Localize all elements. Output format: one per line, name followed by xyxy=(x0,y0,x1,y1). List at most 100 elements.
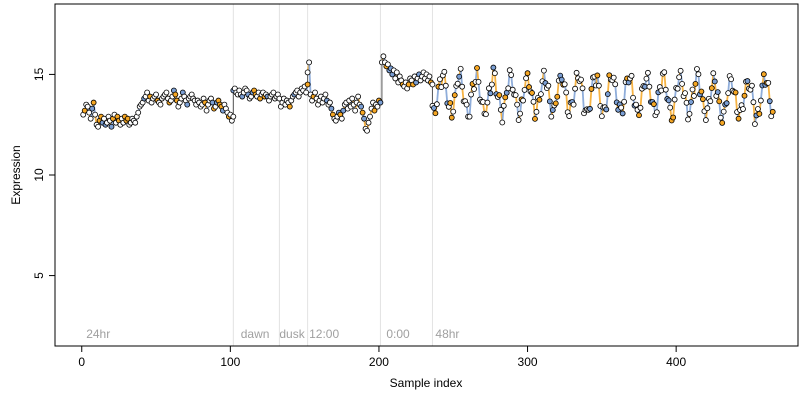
data-point xyxy=(488,91,493,96)
data-point xyxy=(549,114,554,119)
data-point xyxy=(721,109,726,114)
series-line-segment xyxy=(657,92,658,112)
data-point xyxy=(368,114,373,119)
data-point xyxy=(634,102,639,107)
data-point xyxy=(580,86,585,91)
phase-annotation-label: 0:00 xyxy=(386,327,410,341)
data-point xyxy=(489,82,494,87)
data-point xyxy=(694,66,699,71)
data-point xyxy=(671,115,676,120)
data-point xyxy=(745,79,750,84)
data-point xyxy=(287,104,292,109)
y-tick-label: 5 xyxy=(32,272,46,279)
x-tick-label: 300 xyxy=(518,355,538,369)
data-point xyxy=(457,74,462,79)
data-point xyxy=(562,82,567,87)
data-point xyxy=(553,101,558,106)
data-point xyxy=(686,117,691,122)
data-point xyxy=(636,113,641,118)
data-point xyxy=(91,100,96,105)
data-points xyxy=(81,54,776,133)
data-point xyxy=(492,71,497,76)
data-point xyxy=(381,54,386,59)
data-point xyxy=(645,70,650,75)
data-point xyxy=(613,82,618,87)
data-point xyxy=(442,69,447,74)
data-point xyxy=(720,120,725,125)
data-point xyxy=(231,114,236,119)
data-point xyxy=(90,106,95,111)
data-point xyxy=(755,107,760,112)
data-point xyxy=(579,77,584,82)
data-point xyxy=(559,77,564,82)
data-point xyxy=(672,97,677,102)
data-point xyxy=(538,92,543,97)
data-point xyxy=(766,80,771,85)
data-point xyxy=(767,99,772,104)
data-point xyxy=(749,83,754,88)
data-point xyxy=(185,102,190,107)
data-point xyxy=(761,72,766,77)
data-point xyxy=(516,118,521,123)
data-point xyxy=(629,73,634,78)
data-point xyxy=(362,116,367,121)
data-point xyxy=(555,94,560,99)
data-point xyxy=(531,99,536,104)
y-tick-label: 10 xyxy=(32,168,46,182)
data-point xyxy=(313,90,318,95)
data-point xyxy=(647,84,652,89)
data-point xyxy=(323,92,328,97)
data-point xyxy=(599,114,604,119)
data-point xyxy=(757,111,762,116)
data-point xyxy=(620,111,625,116)
data-point xyxy=(427,74,432,79)
data-point xyxy=(164,90,169,95)
data-point xyxy=(464,102,469,107)
data-point xyxy=(469,92,474,97)
data-point xyxy=(434,102,439,107)
data-point xyxy=(154,92,159,97)
phase-annotation-label: dusk xyxy=(279,327,305,341)
data-point xyxy=(96,124,101,129)
data-point xyxy=(204,108,209,113)
data-point xyxy=(133,120,138,125)
data-point xyxy=(712,79,717,84)
data-point xyxy=(510,87,515,92)
data-point xyxy=(327,100,332,105)
data-point xyxy=(475,65,480,70)
data-point xyxy=(532,116,537,121)
data-point xyxy=(483,112,488,117)
data-point xyxy=(680,81,685,86)
data-point xyxy=(638,105,643,110)
data-point xyxy=(443,83,448,88)
data-point xyxy=(430,82,435,87)
data-point xyxy=(525,71,530,76)
data-point xyxy=(687,111,692,116)
data-point xyxy=(305,82,310,87)
data-point xyxy=(703,118,708,123)
data-point xyxy=(547,99,552,104)
phase-annotation-label: 24hr xyxy=(86,327,110,341)
data-point xyxy=(497,93,502,98)
data-point xyxy=(605,92,610,97)
data-point xyxy=(736,116,741,121)
data-point xyxy=(356,94,361,99)
data-point xyxy=(733,90,738,95)
data-point xyxy=(359,104,364,109)
data-point xyxy=(654,110,659,115)
data-point xyxy=(476,79,481,84)
data-point xyxy=(472,87,477,92)
data-point xyxy=(509,73,514,78)
x-tick-label: 400 xyxy=(666,355,686,369)
data-point xyxy=(711,71,716,76)
y-tick-label: 15 xyxy=(32,67,46,81)
data-point xyxy=(751,100,756,105)
data-point xyxy=(611,75,616,80)
series-line-segment xyxy=(736,93,737,113)
data-point xyxy=(378,100,383,105)
data-point xyxy=(715,90,720,95)
data-point xyxy=(451,109,456,114)
data-point xyxy=(541,68,546,73)
data-point xyxy=(742,93,747,98)
data-point xyxy=(567,114,572,119)
